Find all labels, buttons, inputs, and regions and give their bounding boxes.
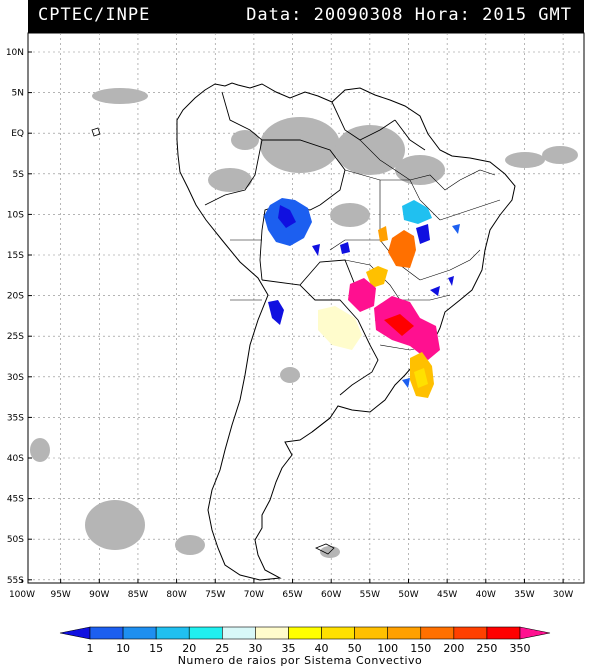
legend-label: 50 xyxy=(348,642,362,655)
lat-tick-label: 5N xyxy=(12,89,24,99)
lat-tick-label: 10N xyxy=(6,48,24,58)
legend-label: 20 xyxy=(182,642,196,655)
legend-swatch xyxy=(188,626,223,640)
system-ms xyxy=(348,278,376,312)
lon-tick-label: 95W xyxy=(50,590,70,600)
lon-tick-label: 50W xyxy=(398,590,418,600)
lat-tick-label: 50S xyxy=(7,535,24,545)
lat-tick-label: 20S xyxy=(7,292,24,302)
convective-systems xyxy=(264,198,460,398)
date-time-label: Data: 20090308 Hora: 2015 GMT xyxy=(246,5,572,25)
lon-tick-label: 45W xyxy=(437,590,457,600)
system-paraguay xyxy=(318,306,362,350)
legend-swatch xyxy=(453,626,488,640)
legend-swatch xyxy=(387,626,422,640)
lat-tick-label: 10S xyxy=(7,210,24,220)
lat-tick-label: 25S xyxy=(7,332,24,342)
lat-tick-label: 45S xyxy=(7,495,24,505)
lat-tick-label: 35S xyxy=(7,413,24,423)
legend-label: 200 xyxy=(443,642,464,655)
islands xyxy=(91,127,335,555)
lon-tick-label: 90W xyxy=(89,590,109,600)
lon-tick-label: 60W xyxy=(321,590,341,600)
axis-ticks: 10N 5N EQ 5S 10S 15S 20S 25S 30S 35S 40S 45S 50S 55S 1… xyxy=(6,48,574,600)
legend-label: 30 xyxy=(248,642,262,655)
lon-tick-label: 100W xyxy=(9,590,35,600)
lon-tick-label: 65W xyxy=(282,590,302,600)
legend-swatch xyxy=(288,626,322,640)
legend-swatch xyxy=(486,626,521,640)
lon-tick-label: 70W xyxy=(244,590,264,600)
legend-label: 40 xyxy=(315,642,329,655)
legend-swatch xyxy=(155,626,190,640)
legend-swatch xyxy=(89,626,124,640)
legend-swatch xyxy=(420,626,455,640)
legend-swatch xyxy=(59,626,91,640)
lon-tick-label: 55W xyxy=(360,590,380,600)
lat-tick-label: 5S xyxy=(13,170,25,180)
legend-swatch xyxy=(519,626,551,640)
lon-tick-label: 35W xyxy=(514,590,534,600)
legend-label: 10 xyxy=(116,642,130,655)
lat-tick-label: 15S xyxy=(7,251,24,261)
lat-tick-label: EQ xyxy=(11,129,24,139)
legend-label: 15 xyxy=(149,642,163,655)
cloud-cover xyxy=(30,88,578,558)
system-goias xyxy=(388,230,416,268)
header-bar: CPTEC/INPE Data: 20090308 Hora: 2015 GMT xyxy=(28,0,584,33)
legend-swatch xyxy=(321,626,355,640)
legend-label: 250 xyxy=(476,642,497,655)
lon-tick-label: 80W xyxy=(166,590,186,600)
legend-label: 1 xyxy=(87,642,94,655)
source-label: CPTEC/INPE xyxy=(38,5,151,25)
country-borders xyxy=(204,91,426,433)
lon-tick-label: 30W xyxy=(553,590,573,600)
lat-tick-label: 30S xyxy=(7,373,24,383)
legend-title: Numero de raios por Sistema Convectivo xyxy=(177,654,423,667)
lon-tick-label: 85W xyxy=(128,590,148,600)
legend-swatch xyxy=(255,626,289,640)
south-america-outline xyxy=(176,82,516,581)
lon-tick-label: 75W xyxy=(205,590,225,600)
legend-swatch xyxy=(222,626,256,640)
legend-label: 150 xyxy=(410,642,431,655)
system-north-argentina xyxy=(268,300,284,325)
legend-label: 25 xyxy=(215,642,229,655)
lat-tick-label: 40S xyxy=(7,454,24,464)
legend-label: 100 xyxy=(377,642,398,655)
legend-swatch xyxy=(122,626,157,640)
lon-tick-label: 40W xyxy=(476,590,496,600)
legend-label: 35 xyxy=(281,642,295,655)
system-bahia xyxy=(402,200,432,224)
legend-label: 350 xyxy=(510,642,531,655)
lat-tick-label: 55S xyxy=(7,576,24,586)
legend-swatch xyxy=(354,626,388,640)
